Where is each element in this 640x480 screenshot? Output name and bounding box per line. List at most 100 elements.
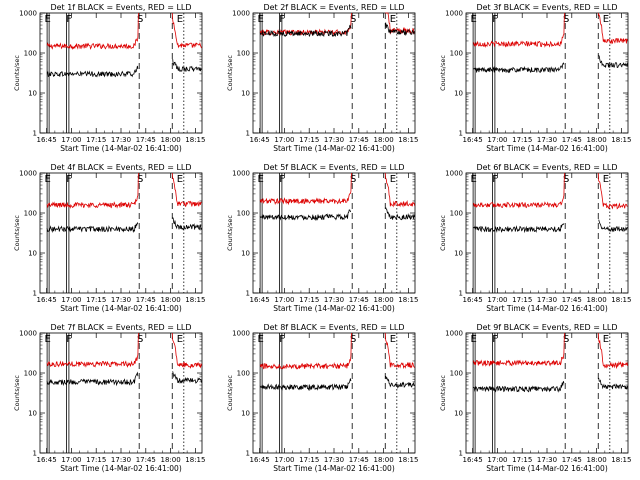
x-tick-label: 17:30 (111, 136, 131, 144)
marker-label: E (257, 174, 263, 185)
marker-label: F (279, 14, 285, 25)
panel-title: Det 8f BLACK = Events, RED = LLD (263, 323, 404, 332)
x-tick-label: 17:30 (324, 456, 344, 464)
x-tick-label: 16:45 (250, 136, 270, 144)
lld-series-pre-saa (259, 332, 352, 370)
x-tick-label: 17:15 (512, 296, 532, 304)
x-tick-label: 17:45 (136, 456, 156, 464)
plot-frame (39, 12, 203, 134)
x-tick-label: 16:45 (37, 456, 57, 464)
plot-frame (252, 332, 416, 454)
marker-label: E (44, 14, 50, 25)
y-axis-label: Counts/sec (439, 55, 447, 91)
x-tick-label: 17:45 (562, 296, 582, 304)
x-tick-label: 17:30 (111, 296, 131, 304)
lld-series-pre-saa (472, 332, 565, 367)
marker-label: S (563, 14, 569, 25)
marker-label: S (563, 334, 569, 345)
x-tick-label: 17:15 (512, 456, 532, 464)
y-tick-label: 1 (246, 450, 250, 458)
detector-panel: Det 9f BLACK = Events, RED = LLD 1 10 100 10… (439, 323, 631, 473)
detector-panel: Det 6f BLACK = Events, RED = LLD 1 10 100 10… (439, 163, 631, 313)
y-tick-label: 10 (454, 250, 463, 258)
x-tick-label: 16:45 (250, 456, 270, 464)
marker-lines (46, 333, 185, 453)
marker-label: F (66, 14, 72, 25)
lld-series-post-saa (384, 172, 415, 208)
marker-lines (472, 333, 611, 453)
marker-label: E (470, 14, 476, 25)
x-tick-label: 18:00 (160, 456, 180, 464)
y-tick-label: 100 (24, 370, 37, 378)
events-series-post-saa (172, 371, 202, 384)
x-axis-label: Start Time (14-Mar-02 16:41:00) (486, 144, 608, 153)
marker-lines (46, 173, 185, 293)
y-tick-label: 1000 (232, 10, 250, 18)
marker-label: S (137, 334, 143, 345)
y-tick-label: 10 (454, 90, 463, 98)
x-tick-label: 17:45 (562, 136, 582, 144)
events-series-post-saa (172, 59, 202, 72)
lld-series-post-saa (171, 12, 202, 49)
x-tick-label: 17:00 (487, 456, 507, 464)
y-axis-label: Counts/sec (439, 215, 447, 251)
marker-label: E (257, 14, 263, 25)
marker-lines (472, 173, 611, 293)
events-series-pre-saa (259, 378, 352, 392)
events-series-post-saa (385, 375, 415, 389)
x-tick-label: 17:45 (349, 296, 369, 304)
marker-label: E (177, 14, 183, 25)
y-tick-label: 100 (237, 50, 250, 58)
events-series-pre-saa (259, 24, 352, 38)
panel-title: Det 9f BLACK = Events, RED = LLD (476, 323, 617, 332)
panel-title: Det 3f BLACK = Events, RED = LLD (476, 3, 617, 12)
lld-series-pre-saa (259, 172, 352, 206)
marker-lines (259, 333, 398, 453)
marker-label: F (492, 14, 498, 25)
x-tick-label: 17:00 (61, 456, 81, 464)
y-axis-label: Counts/sec (13, 375, 21, 411)
x-tick-label: 17:00 (274, 456, 294, 464)
events-series-pre-saa (46, 221, 139, 233)
plot-frame (465, 172, 629, 294)
x-tick-label: 17:45 (136, 296, 156, 304)
marker-label: F (492, 174, 498, 185)
x-tick-label: 17:15 (299, 136, 319, 144)
marker-label: S (137, 174, 143, 185)
y-tick-label: 1000 (19, 170, 37, 178)
marker-label: E (470, 334, 476, 345)
x-tick-label: 16:45 (37, 136, 57, 144)
y-tick-label: 10 (241, 410, 250, 418)
x-tick-label: 18:15 (611, 456, 631, 464)
y-tick-label: 10 (241, 250, 250, 258)
x-tick-label: 17:00 (61, 136, 81, 144)
marker-label: F (279, 334, 285, 345)
y-tick-label: 10 (241, 90, 250, 98)
x-tick-label: 16:45 (37, 296, 57, 304)
y-tick-label: 100 (24, 50, 37, 58)
marker-label: F (492, 334, 498, 345)
events-series-pre-saa (46, 371, 139, 387)
x-tick-label: 18:15 (185, 456, 205, 464)
lld-series-post-saa (171, 332, 202, 369)
y-tick-label: 1000 (19, 330, 37, 338)
lld-series-pre-saa (472, 172, 565, 209)
panel-title: Det 2f BLACK = Events, RED = LLD (263, 3, 404, 12)
detector-panel: Det 4f BLACK = Events, RED = LLD 1 10 100 10… (13, 163, 205, 313)
y-tick-label: 1000 (19, 10, 37, 18)
y-axis-label: Counts/sec (226, 215, 234, 251)
panel-title: Det 7f BLACK = Events, RED = LLD (50, 323, 191, 332)
x-tick-label: 17:00 (487, 296, 507, 304)
detector-panel: Det 2f BLACK = Events, RED = LLD 1 10 100 10… (226, 3, 418, 153)
lld-series-pre-saa (259, 12, 352, 36)
plot-frame (39, 332, 203, 454)
x-axis-label: Start Time (14-Mar-02 16:41:00) (273, 144, 395, 153)
x-tick-label: 18:15 (185, 296, 205, 304)
x-axis-label: Start Time (14-Mar-02 16:41:00) (60, 144, 182, 153)
y-tick-label: 10 (454, 410, 463, 418)
x-tick-label: 16:45 (463, 296, 483, 304)
y-tick-label: 1 (459, 130, 463, 138)
marker-label: E (603, 334, 609, 345)
detector-panel: Det 8f BLACK = Events, RED = LLD 1 10 100 10… (226, 323, 418, 473)
